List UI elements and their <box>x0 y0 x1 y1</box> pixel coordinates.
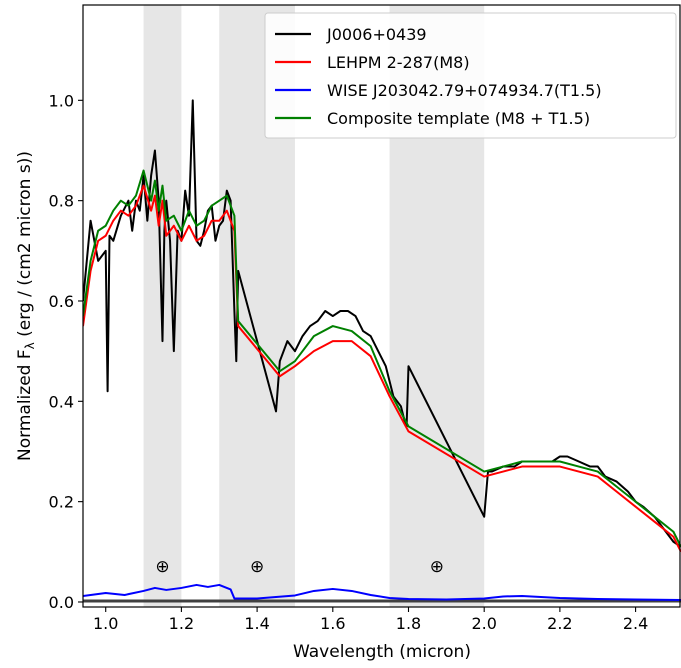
x-tick-label: 1.0 <box>93 614 118 633</box>
legend-box <box>264 12 677 139</box>
y-axis-label-subscript: λ <box>23 342 37 349</box>
legend-label-4: Composite template (M8 + T1.5) <box>327 109 590 128</box>
x-axis-ticks: 1.0 1.2 1.4 1.6 1.8 2.0 2.2 2.4 <box>93 607 648 633</box>
y-tick-label: 1.0 <box>49 91 74 110</box>
telluric-markers: ⊕ ⊕ ⊕ <box>155 557 444 577</box>
y-tick-label: 0.8 <box>49 192 74 211</box>
series-line-3 <box>83 583 681 601</box>
y-tick-label: 0.6 <box>49 292 74 311</box>
x-tick-label: 2.4 <box>623 614 648 633</box>
y-axis-label-main: Normalized F <box>15 349 35 461</box>
x-tick-label: 1.6 <box>320 614 345 633</box>
y-axis-label-rest: (erg / (cm2 micron s)) <box>15 151 35 342</box>
series-lines <box>83 99 681 603</box>
x-tick-label: 1.4 <box>244 614 269 633</box>
x-tick-label: 2.0 <box>471 614 496 633</box>
y-axis-label: Normalized Fλ (erg / (cm2 micron s)) <box>15 151 37 461</box>
telluric-marker-2: ⊕ <box>250 557 264 577</box>
x-tick-label: 1.2 <box>169 614 194 633</box>
plot-frame <box>82 4 681 608</box>
y-tick-label: 0.0 <box>49 593 74 612</box>
x-axis-label: Wavelength (micron) <box>293 642 471 662</box>
y-axis-ticks: 0.0 0.2 0.4 0.6 0.8 1.0 <box>49 91 83 612</box>
legend: J0006+0439 LEHPM 2-287(M8) WISE J203042.79… <box>264 12 677 139</box>
telluric-marker-3: ⊕ <box>430 557 444 577</box>
series-line-4 <box>83 169 681 548</box>
y-tick-label: 0.4 <box>49 392 74 411</box>
series-line-2 <box>83 184 681 553</box>
x-tick-label: 1.8 <box>396 614 421 633</box>
telluric-marker-1: ⊕ <box>155 557 169 577</box>
x-tick-label: 2.2 <box>547 614 572 633</box>
legend-label-2: LEHPM 2-287(M8) <box>327 53 470 72</box>
legend-label-3: WISE J203042.79+074934.7(T1.5) <box>327 81 602 100</box>
legend-label-1: J0006+0439 <box>326 25 427 44</box>
y-tick-label: 0.2 <box>49 493 74 512</box>
